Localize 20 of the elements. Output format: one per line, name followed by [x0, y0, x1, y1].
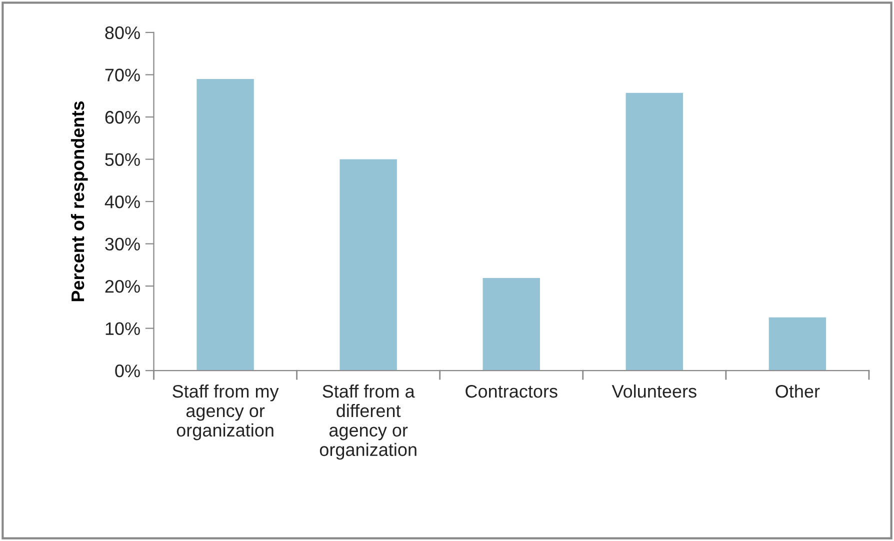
y-tick-label: 80%	[105, 26, 140, 40]
x-tick-label: Other	[776, 384, 820, 398]
y-axis-title: Percent of respondents	[70, 101, 88, 302]
x-tick-label: Staff from a different agency or organization	[320, 384, 416, 460]
y-tick-label: 0%	[115, 364, 140, 378]
x-tick-label: Contractors	[466, 384, 558, 398]
bar	[626, 92, 684, 371]
y-tick-label: 20%	[105, 280, 140, 293]
y-tick-label: 60%	[105, 110, 140, 124]
bar	[768, 317, 826, 371]
bar	[482, 278, 540, 371]
x-tick-label: Volunteers	[612, 384, 696, 398]
x-tick-label: Staff from my agency or organization	[172, 384, 279, 440]
bar	[340, 159, 397, 371]
y-tick-label: 50%	[105, 153, 140, 166]
y-tick-label: 70%	[105, 68, 140, 82]
bar	[196, 78, 254, 371]
y-tick-label: 40%	[104, 195, 140, 208]
y-tick-label: 30%	[105, 238, 140, 251]
y-tick-label: 10%	[106, 322, 140, 336]
